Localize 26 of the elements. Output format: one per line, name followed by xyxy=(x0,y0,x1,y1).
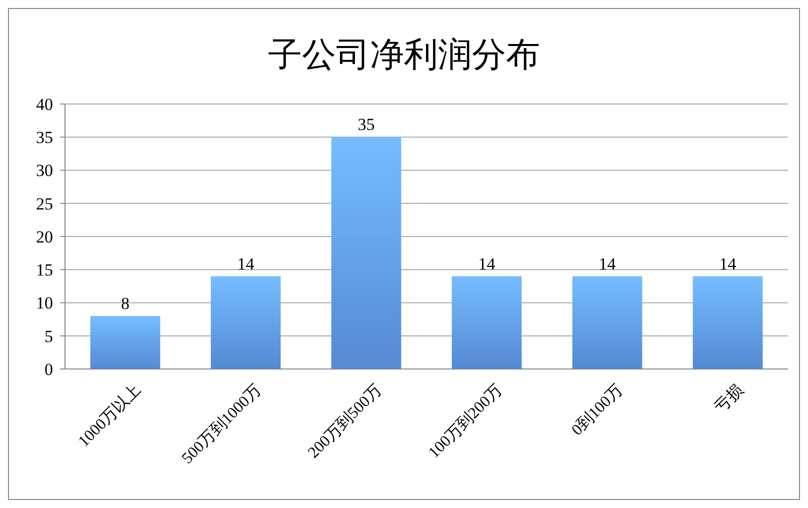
data-label: 14 xyxy=(719,254,737,274)
data-label: 14 xyxy=(478,254,496,274)
y-tick-label: 30 xyxy=(36,161,53,180)
y-tick-label: 5 xyxy=(44,326,53,346)
y-tick-label: 0 xyxy=(44,360,53,379)
bar xyxy=(90,316,160,369)
chart-title: 子公司净利润分布 xyxy=(268,35,540,75)
y-tick-label: 40 xyxy=(36,94,53,114)
x-tick-label: 100万到200万 xyxy=(426,382,506,462)
y-tick-label: 15 xyxy=(36,260,53,280)
bar xyxy=(692,276,763,369)
bar xyxy=(572,276,642,369)
bar xyxy=(210,276,281,369)
x-tick-label: 200万到500万 xyxy=(305,382,385,462)
y-tick-label: 10 xyxy=(36,294,53,313)
x-tick-label: 亏损 xyxy=(712,382,746,416)
data-label: 14 xyxy=(237,254,255,274)
y-tick-label: 35 xyxy=(36,128,53,148)
data-label: 8 xyxy=(121,294,130,313)
data-label: 35 xyxy=(358,115,375,134)
y-tick-label: 25 xyxy=(36,194,53,214)
bar xyxy=(331,137,402,369)
x-tick-label: 0到100万 xyxy=(568,382,626,440)
y-tick-label: 20 xyxy=(36,227,53,246)
data-label: 14 xyxy=(598,254,616,274)
bar xyxy=(452,276,522,369)
